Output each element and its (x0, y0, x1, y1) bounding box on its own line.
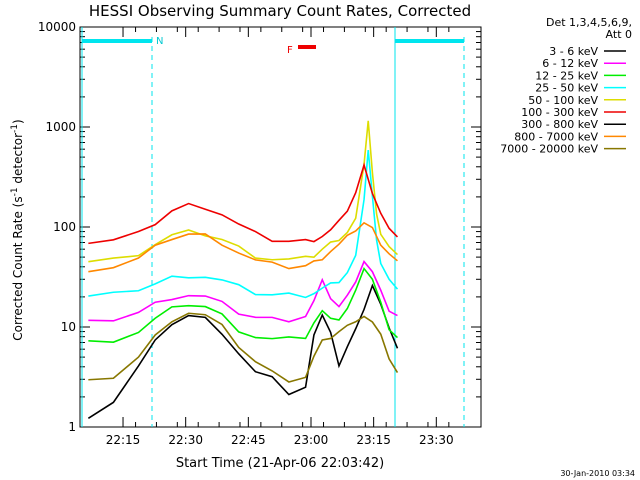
legend-label: 50 - 100 keV (528, 94, 598, 107)
series-line (88, 120, 399, 263)
x-axis: 22:15 22:30 22:45 23:00 23:15 23:30 (106, 27, 454, 447)
flare-f-label: F (287, 45, 293, 56)
y-axis-label: Corrected Count Rate (s-1 detector-1) (10, 119, 25, 340)
legend-header-1: Det 1,3,4,5,6,9, (546, 16, 632, 29)
y-axis-label-group: Corrected Count Rate (s-1 detector-1) (10, 119, 25, 340)
series-line (87, 283, 399, 419)
saa-n-label: N (156, 36, 163, 47)
series-line (88, 260, 398, 323)
y-axis: 1 10 100 1000 10000 (38, 20, 481, 434)
night-bar (82, 39, 152, 43)
series-line (88, 266, 399, 343)
y-tick-label: 1000 (45, 120, 76, 134)
legend-label: 3 - 6 keV (549, 45, 598, 58)
legend-header-2: Att 0 (606, 28, 632, 41)
x-tick-label: 22:45 (231, 433, 266, 447)
series-line (88, 149, 399, 299)
x-axis-label: Start Time (21-Apr-06 22:03:42) (176, 456, 384, 471)
x-tick-label: 23:30 (419, 433, 454, 447)
legend-label: 25 - 50 keV (535, 82, 598, 95)
y-label-sup-2: -1 (10, 124, 20, 133)
series-line (88, 312, 399, 383)
series-line (88, 162, 399, 245)
y-label-part-2: detector (11, 133, 25, 188)
y-tick-label: 10000 (38, 20, 76, 34)
y-tick-label: 100 (53, 220, 76, 234)
y-label-part-3: ) (11, 119, 25, 124)
y-label-part-1: Corrected Count Rate (s (11, 196, 25, 340)
x-tick-label: 23:00 (294, 433, 329, 447)
night-bar-2 (395, 39, 464, 43)
legend-label: 12 - 25 keV (535, 69, 598, 82)
x-tick-label: 22:30 (168, 433, 203, 447)
y-tick-label: 10 (61, 320, 76, 334)
legend-label: 7000 - 20000 keV (500, 143, 598, 156)
legend-label: 300 - 800 keV (521, 118, 598, 131)
y-label-sup-1: -1 (10, 187, 20, 196)
x-tick-label: 23:15 (356, 433, 391, 447)
series-group (87, 120, 399, 419)
flare-bar (298, 45, 316, 49)
legend-label: 6 - 12 keV (542, 57, 598, 70)
footer-date: 30-Jan-2010 03:34 (560, 469, 635, 478)
legend-label: 100 - 300 keV (521, 106, 598, 119)
x-tick-label: 22:15 (106, 433, 141, 447)
chart-title: HESSI Observing Summary Count Rates, Cor… (89, 2, 471, 20)
legend-label: 800 - 7000 keV (514, 130, 598, 143)
plot-frame (79, 26, 482, 428)
y-tick-label: 1 (68, 420, 76, 434)
series-line (88, 221, 398, 273)
annotations: NF (81, 27, 465, 427)
